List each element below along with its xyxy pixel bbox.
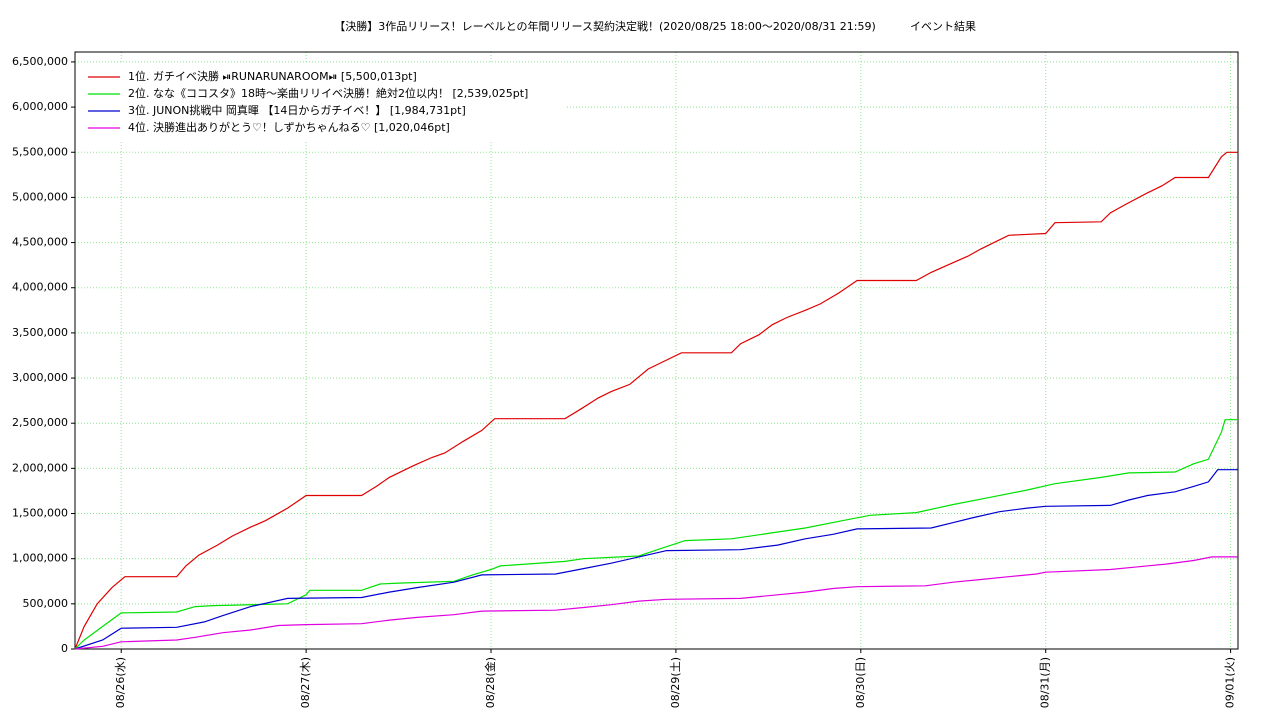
x-tick-label: 08/30(日) — [854, 657, 867, 708]
legend-label: 3位. JUNON挑戦中 岡真暉 【14日からガチイベ！】 [1,984,731… — [128, 103, 466, 117]
y-tick-label: 500,000 — [23, 597, 69, 610]
legend-label: 2位. なな《ココスタ》18時〜楽曲リリイベ決勝！絶対2位以内！ [2,539,… — [128, 86, 528, 100]
legend-label: 1位. ガチイベ決勝 ⏯RUNARUNAROOM⏯ [5,500,013pt] — [128, 69, 417, 83]
y-tick-label: 2,500,000 — [12, 416, 68, 429]
y-tick-label: 1,500,000 — [12, 507, 68, 520]
series-line — [74, 419, 1238, 650]
x-tick-label: 08/31(月) — [1039, 657, 1052, 708]
series-line — [74, 151, 1238, 650]
legend-box — [77, 64, 567, 140]
y-tick-label: 3,500,000 — [12, 326, 68, 339]
y-tick-label: 4,500,000 — [12, 236, 68, 249]
x-tick-label: 08/26(水) — [114, 657, 127, 708]
legend-label: 4位. 決勝進出ありがとう♡！しずかちゃんねる♡ [1,020,046pt] — [128, 120, 450, 134]
x-tick-label: 08/29(土) — [669, 657, 682, 708]
y-tick-label: 5,500,000 — [12, 145, 68, 158]
chart-title: 【決勝】3作品リリース！レーベルとの年間リリース契約決定戦！(2020/08/2… — [334, 19, 876, 33]
legend: 1位. ガチイベ決勝 ⏯RUNARUNAROOM⏯ [5,500,013pt] 2… — [77, 64, 567, 140]
series-line — [74, 469, 1238, 650]
series-line — [74, 556, 1238, 650]
y-tick-label: 2,000,000 — [12, 461, 68, 474]
y-tick-label: 3,000,000 — [12, 371, 68, 384]
x-tick-label: 09/01(火) — [1224, 657, 1237, 708]
y-tick-label: 4,000,000 — [12, 281, 68, 294]
y-tick-label: 1,000,000 — [12, 552, 68, 565]
y-tick-label: 0 — [61, 642, 68, 655]
chart-subtitle: イベント結果 — [910, 19, 976, 33]
y-tick-label: 6,000,000 — [12, 100, 68, 113]
y-tick-label: 5,000,000 — [12, 190, 68, 203]
x-tick-label: 08/28(金) — [483, 657, 497, 708]
x-tick-label: 08/27(木) — [299, 657, 312, 708]
y-tick-label: 6,500,000 — [12, 55, 68, 68]
plot-frame — [74, 51, 1239, 650]
